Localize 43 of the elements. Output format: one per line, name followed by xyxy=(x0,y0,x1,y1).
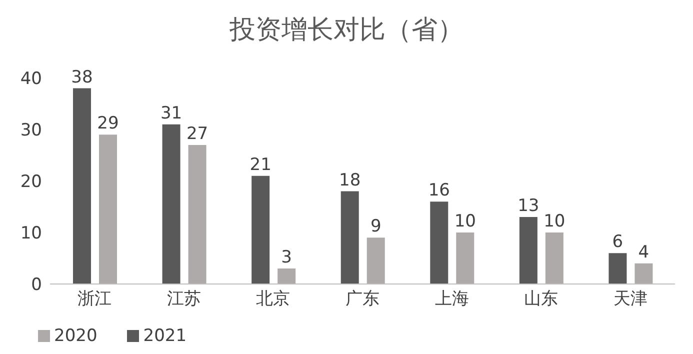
x-tick-label: 山东 xyxy=(524,289,558,310)
bar xyxy=(608,253,627,284)
bar xyxy=(456,232,474,284)
x-tick-label: 天津 xyxy=(613,289,648,310)
data-label: 6 xyxy=(612,232,624,252)
data-label: 21 xyxy=(250,154,272,175)
legend-label: 2020 xyxy=(54,326,98,346)
bar xyxy=(519,217,538,284)
y-tick-label: 40 xyxy=(20,69,42,90)
bar xyxy=(73,88,91,284)
x-tick-label: 北京 xyxy=(256,289,290,310)
bar xyxy=(162,124,180,284)
bar xyxy=(188,144,206,284)
data-label: 31 xyxy=(160,103,182,124)
x-tick-label: 上海 xyxy=(434,289,469,310)
data-label: 9 xyxy=(370,216,382,237)
data-label: 13 xyxy=(518,196,540,216)
data-label: 27 xyxy=(186,124,208,144)
x-tick-label: 广东 xyxy=(346,289,380,310)
bar xyxy=(634,263,653,284)
y-tick-label: 20 xyxy=(20,172,42,192)
x-tick-label: 浙江 xyxy=(78,289,112,310)
y-tick-label: 0 xyxy=(31,275,42,296)
bar xyxy=(545,232,564,284)
bar xyxy=(430,202,448,284)
data-label: 16 xyxy=(428,180,450,201)
data-label: 3 xyxy=(281,248,292,268)
data-label: 29 xyxy=(97,114,119,134)
data-label: 4 xyxy=(638,242,650,262)
y-tick-label: 30 xyxy=(20,120,42,141)
data-label: 38 xyxy=(71,67,93,88)
bar xyxy=(278,268,296,284)
chart-title: 投资增长对比（省） xyxy=(228,14,464,47)
data-label: 18 xyxy=(339,170,361,190)
legend-label: 2021 xyxy=(143,326,187,346)
data-label: 10 xyxy=(544,212,566,232)
bar xyxy=(252,176,270,284)
x-tick-label: 江苏 xyxy=(166,289,201,310)
bar xyxy=(340,191,359,284)
bar xyxy=(99,134,117,284)
bar xyxy=(366,238,385,284)
data-label: 10 xyxy=(454,212,476,232)
y-tick-label: 10 xyxy=(20,224,42,244)
